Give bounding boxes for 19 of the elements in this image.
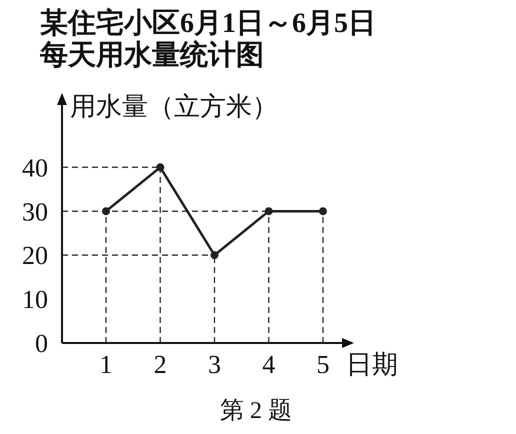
point [102,207,110,216]
x-tick-label: 3 [208,350,221,379]
x-tick-label: 5 [316,350,330,379]
y-tick-label: 0 [35,329,48,358]
y-tick-label: 30 [22,197,48,226]
point [156,163,164,172]
text: 第 2 题 [220,398,292,424]
y-axis-title: 用水量（立方米） [70,92,278,121]
x-tick-label: 2 [154,350,167,379]
y-tick-label: 40 [22,153,48,182]
point [210,251,218,260]
point [264,207,273,216]
y-tick-label: 20 [22,241,48,270]
chart-title: 某住宅小区6月1日～6月5日每天用水量统计图 [39,7,376,71]
x-axis-title: 日期 [346,350,398,379]
y-tick-label: 10 [22,285,48,314]
x-tick-label: 4 [262,350,276,379]
x-tick-label: 1 [100,350,112,379]
point [319,207,327,216]
